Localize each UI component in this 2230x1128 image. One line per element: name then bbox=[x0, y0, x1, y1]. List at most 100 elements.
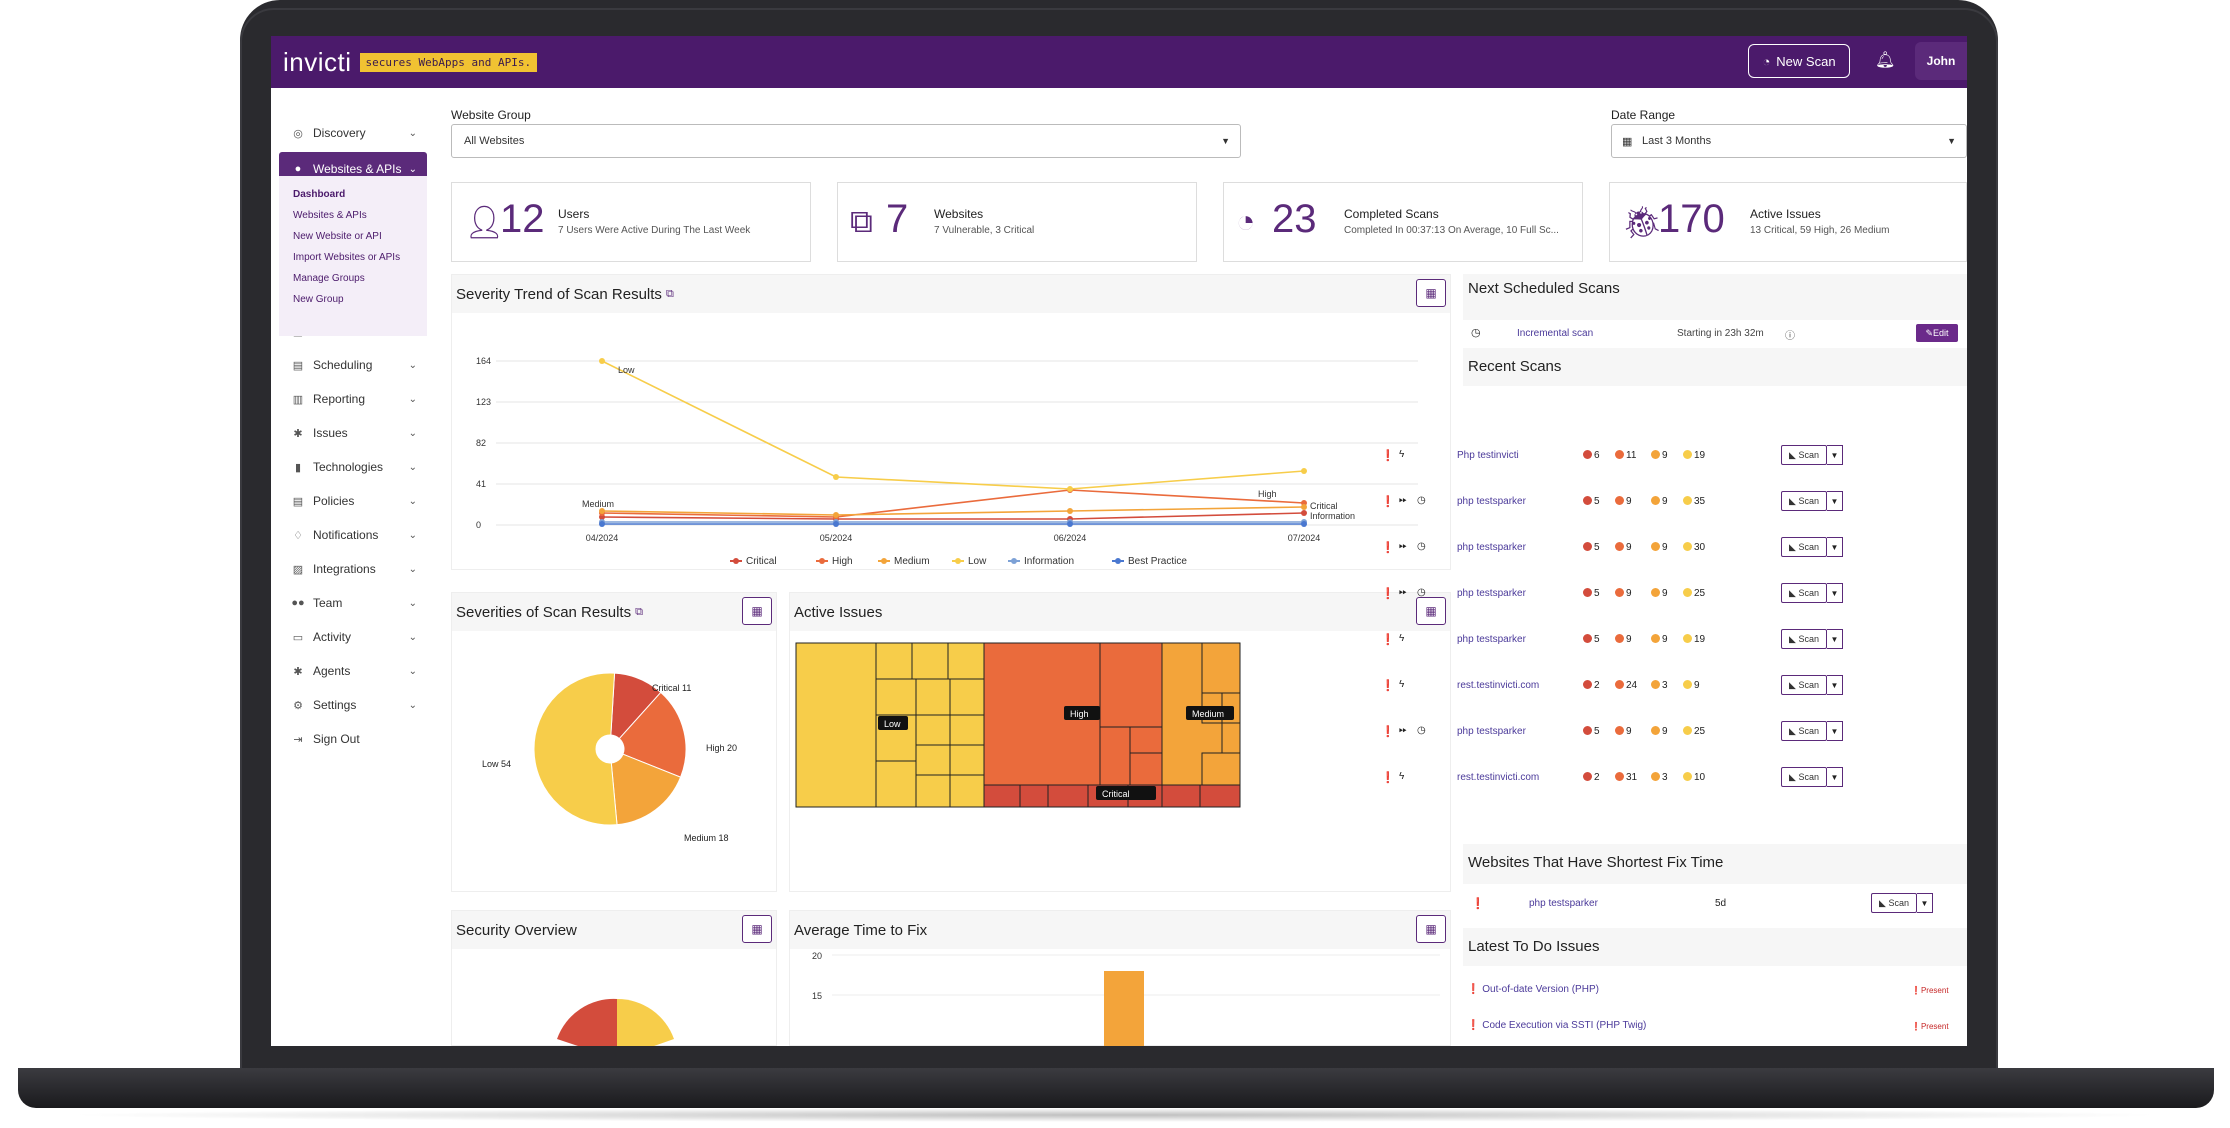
data-point[interactable] bbox=[599, 358, 605, 364]
scan-button[interactable]: ◣ Scan bbox=[1781, 629, 1827, 649]
scan-dropdown[interactable]: ▼ bbox=[1917, 893, 1933, 913]
treemap-cell-low[interactable] bbox=[875, 678, 917, 716]
user-menu[interactable]: John bbox=[1915, 42, 1967, 80]
recent-scan-row[interactable]: ❗ ⏩︎ ◷ php testsparker 5 9 9 30 ◣ Scan ▼ bbox=[1377, 534, 1877, 562]
sidebar-item-sign-out[interactable]: ⇥ Sign Out bbox=[279, 724, 427, 754]
submenu-item[interactable]: Dashboard bbox=[293, 189, 346, 200]
recent-scan-row[interactable]: ❗ ϟ rest.testinvicti.com 2 24 3 9 ◣ Scan ▼ bbox=[1377, 672, 1877, 700]
scan-name[interactable]: php testsparker bbox=[1457, 496, 1526, 507]
treemap-cell-low[interactable] bbox=[795, 642, 877, 808]
treemap-cell-critical[interactable] bbox=[1161, 784, 1201, 808]
date-range-select[interactable]: ▦ Last 3 Months ▼ bbox=[1611, 124, 1967, 158]
data-point[interactable] bbox=[599, 508, 605, 514]
legend-label[interactable]: Low bbox=[968, 556, 987, 567]
scan-dropdown[interactable]: ▼ bbox=[1827, 445, 1843, 465]
submenu-item[interactable]: Websites & APIs bbox=[293, 210, 367, 221]
edit-button[interactable]: ✎ Edit bbox=[1916, 324, 1958, 342]
todo-item[interactable]: ❗ Code Execution via SSTI (PHP Twig) bbox=[1467, 1020, 1646, 1031]
bell-icon[interactable]: 🔔︎ bbox=[1875, 52, 1896, 69]
scan-button[interactable]: ◣ Scan bbox=[1781, 491, 1827, 511]
scan-button[interactable]: ◣ Scan bbox=[1781, 445, 1827, 465]
treemap-cell-high[interactable] bbox=[1129, 726, 1163, 754]
legend-label[interactable]: Medium bbox=[894, 556, 930, 567]
sidebar-item-integrations[interactable]: ▨ Integrations ⌄ bbox=[279, 554, 427, 584]
data-point[interactable] bbox=[1301, 504, 1307, 510]
treemap-cell-low[interactable] bbox=[949, 744, 985, 776]
treemap-cell-medium[interactable] bbox=[1201, 642, 1241, 694]
data-point[interactable] bbox=[1067, 521, 1073, 527]
new-scan-button[interactable]: ◔ New Scan bbox=[1748, 44, 1850, 78]
data-point[interactable] bbox=[1067, 508, 1073, 514]
logo[interactable]: invicti bbox=[283, 46, 352, 77]
scan-name[interactable]: rest.testinvicti.com bbox=[1457, 772, 1540, 783]
sidebar-item-settings[interactable]: ⚙ Settings ⌄ bbox=[279, 690, 427, 720]
treemap-cell-critical[interactable] bbox=[1019, 784, 1049, 808]
external-link-icon[interactable]: ⧉ bbox=[635, 605, 643, 618]
table-view-button[interactable]: ▦ bbox=[742, 915, 772, 943]
scan-dropdown[interactable]: ▼ bbox=[1827, 537, 1843, 557]
table-view-button[interactable]: ▦ bbox=[1416, 279, 1446, 307]
stat-users[interactable]: 👤︎ 12 Users 7 Users Were Active During T… bbox=[451, 182, 811, 262]
sidebar-item-notifications[interactable]: ♢ Notifications ⌄ bbox=[279, 520, 427, 550]
pie-slice-high[interactable] bbox=[618, 691, 687, 778]
sidebar-item-issues[interactable]: ✱ Issues ⌄ bbox=[279, 418, 427, 448]
treemap-cell-low[interactable] bbox=[911, 642, 949, 680]
scan-dropdown[interactable]: ▼ bbox=[1827, 629, 1843, 649]
recent-scan-row[interactable]: ❗ ϟ Php testinvicti 6 11 9 19 ◣ Scan ▼ bbox=[1377, 442, 1877, 470]
submenu-item[interactable]: Manage Groups bbox=[293, 273, 365, 284]
pie-slice-medium[interactable] bbox=[610, 753, 682, 826]
scan-dropdown[interactable]: ▼ bbox=[1827, 675, 1843, 695]
treemap-cell-low[interactable] bbox=[949, 678, 985, 716]
treemap-cell-low[interactable] bbox=[947, 642, 985, 680]
scan-name[interactable]: rest.testinvicti.com bbox=[1457, 680, 1540, 691]
scan-name[interactable]: php testsparker bbox=[1457, 634, 1526, 645]
todo-item[interactable]: ❗ Out-of-date Version (PHP) bbox=[1467, 984, 1599, 995]
data-point[interactable] bbox=[1067, 486, 1073, 492]
next-scan-name[interactable]: Incremental scan bbox=[1517, 328, 1594, 339]
recent-scan-row[interactable]: ❗ ⏩︎ ◷ php testsparker 5 9 9 35 ◣ Scan ▼ bbox=[1377, 488, 1877, 516]
scan-name[interactable]: php testsparker bbox=[1457, 588, 1526, 599]
external-link-icon[interactable]: ⧉ bbox=[665, 287, 674, 300]
scan-dropdown[interactable]: ▼ bbox=[1827, 767, 1843, 787]
legend-label[interactable]: Information bbox=[1024, 556, 1074, 567]
sidebar-item-agents[interactable]: ✱ Agents ⌄ bbox=[279, 656, 427, 686]
recent-scan-row[interactable]: ❗ ⏩︎ ◷ php testsparker 5 9 9 25 ◣ Scan ▼ bbox=[1377, 718, 1877, 746]
treemap-cell-low[interactable] bbox=[875, 642, 913, 680]
data-point[interactable] bbox=[1301, 510, 1307, 516]
treemap-cell-critical[interactable] bbox=[1047, 784, 1089, 808]
submenu-item[interactable]: Import Websites or APIs bbox=[293, 252, 401, 263]
scan-button[interactable]: ◣ Scan bbox=[1781, 675, 1827, 695]
pie-slice-low[interactable] bbox=[533, 672, 618, 826]
treemap-cell-low[interactable] bbox=[915, 714, 951, 746]
scan-dropdown[interactable]: ▼ bbox=[1827, 583, 1843, 603]
stat-completed-scans[interactable]: ◔ 23 Completed Scans Completed In 00:37:… bbox=[1223, 182, 1583, 262]
sidebar-item-reporting[interactable]: ▥ Reporting ⌄ bbox=[279, 384, 427, 414]
sidebar-item-discovery[interactable]: ◎ Discovery ⌄ bbox=[279, 118, 427, 148]
legend-label[interactable]: Best Practice bbox=[1128, 556, 1187, 567]
shortest-fix-row[interactable]: ❗ php testsparker 5d ◣ Scan ▼ bbox=[1467, 890, 1967, 918]
data-point[interactable] bbox=[599, 521, 605, 527]
submenu-item[interactable]: New Website or API bbox=[293, 231, 382, 242]
treemap-cell-medium[interactable] bbox=[1201, 752, 1241, 786]
table-view-button[interactable]: ▦ bbox=[1416, 597, 1446, 625]
data-point[interactable] bbox=[1301, 468, 1307, 474]
treemap-cell-medium[interactable] bbox=[1221, 722, 1241, 754]
scan-button[interactable]: ◣ Scan bbox=[1781, 721, 1827, 741]
treemap-cell-low[interactable] bbox=[949, 774, 985, 808]
scan-button[interactable]: ◣ Scan bbox=[1781, 767, 1827, 787]
treemap-cell-high[interactable] bbox=[1099, 726, 1131, 786]
scan-name[interactable]: php testsparker bbox=[1457, 726, 1526, 737]
treemap-cell-low[interactable] bbox=[949, 714, 985, 746]
pie-slice-critical[interactable] bbox=[610, 672, 662, 740]
scan-button[interactable]: ◣ Scan bbox=[1781, 583, 1827, 603]
table-view-button[interactable]: ▦ bbox=[742, 597, 772, 625]
scan-dropdown[interactable]: ▼ bbox=[1827, 491, 1843, 511]
scan-dropdown[interactable]: ▼ bbox=[1827, 721, 1843, 741]
sidebar-item-activity[interactable]: ▭ Activity ⌄ bbox=[279, 622, 427, 652]
table-view-button[interactable]: ▦ bbox=[1416, 915, 1446, 943]
stat-websites[interactable]: ⧉ 7 Websites 7 Vulnerable, 3 Critical bbox=[837, 182, 1197, 262]
scan-button[interactable]: ◣ Scan bbox=[1871, 893, 1917, 913]
data-point[interactable] bbox=[833, 521, 839, 527]
recent-scan-row[interactable]: ❗ ϟ rest.testinvicti.com 2 31 3 10 ◣ Scan ▼ bbox=[1377, 764, 1877, 792]
scan-button[interactable]: ◣ Scan bbox=[1781, 537, 1827, 557]
